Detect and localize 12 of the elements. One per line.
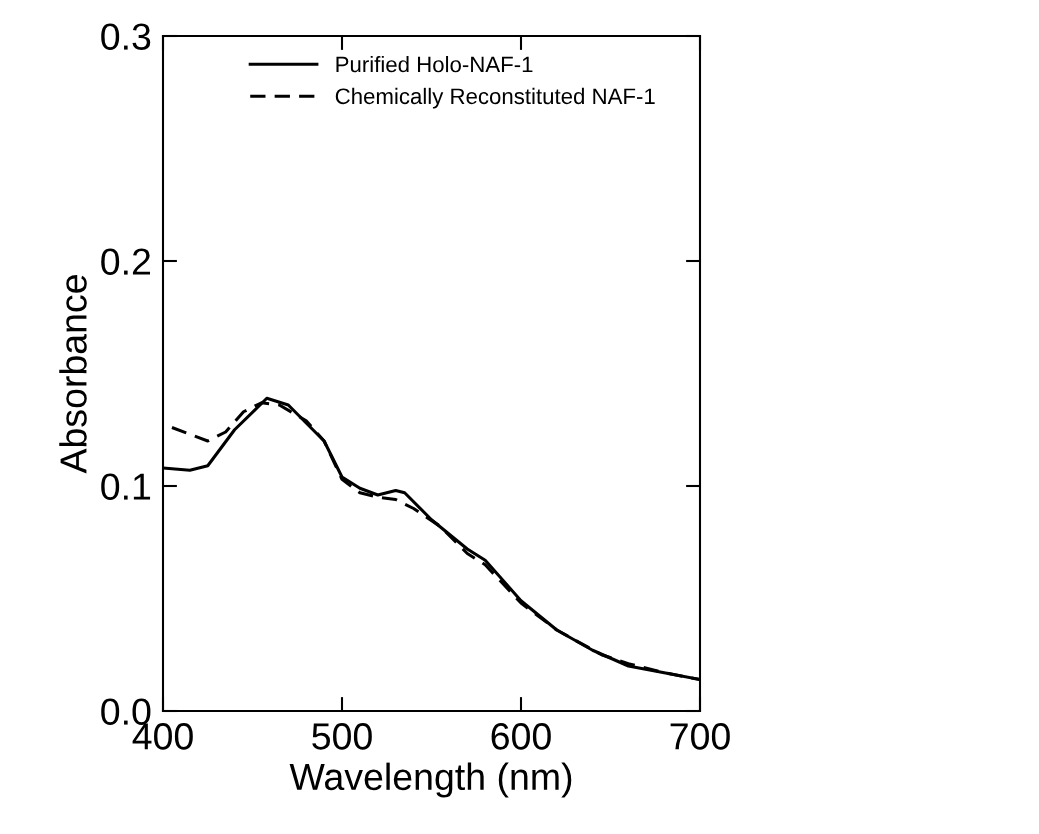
- legend-label: Chemically Reconstituted NAF-1: [335, 87, 655, 109]
- x-tick-label: 700: [670, 723, 730, 750]
- y-tick-label: 0.0: [101, 698, 151, 725]
- legend-label: Purified Holo-NAF-1: [336, 56, 533, 73]
- y-tick-label: 0.2: [101, 248, 151, 275]
- x-axis-title: Wavelength (nm): [289, 762, 572, 798]
- y-tick-label: 0.1: [101, 473, 151, 500]
- x-tick-label: 600: [491, 723, 551, 750]
- y-tick-label: 0.3: [101, 23, 151, 50]
- y-axis-title: Absorbance: [59, 275, 87, 474]
- x-tick-label: 400: [132, 723, 193, 750]
- x-tick-label: 500: [312, 723, 372, 750]
